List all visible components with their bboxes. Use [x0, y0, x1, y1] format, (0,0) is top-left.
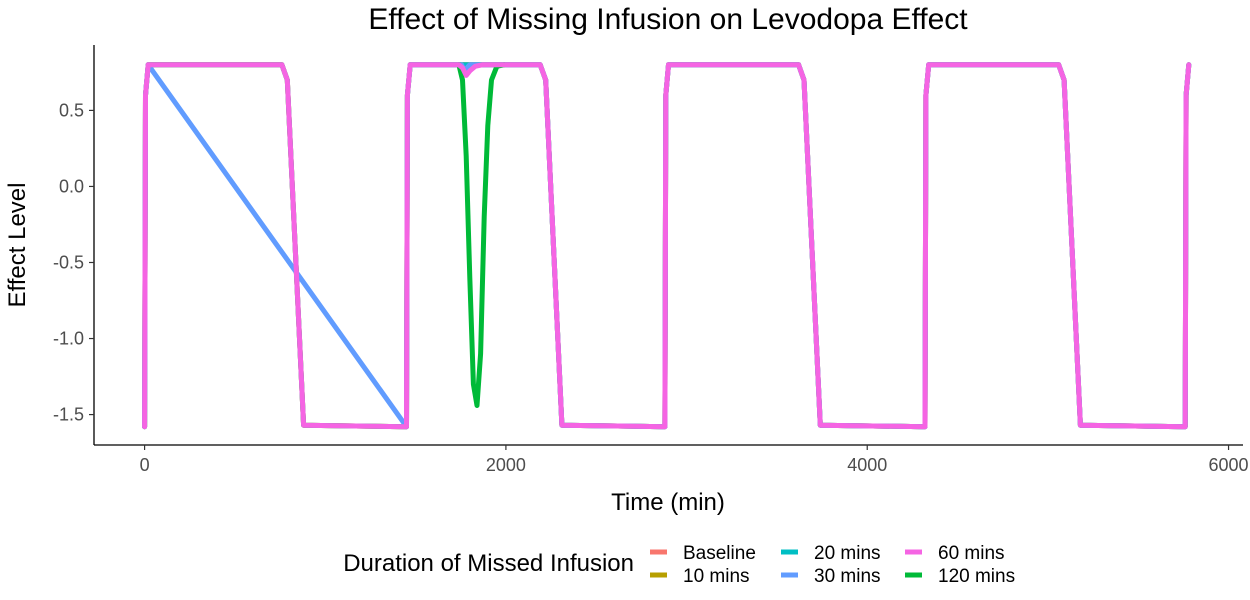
- x-tick-label: 6000: [1209, 455, 1249, 475]
- y-tick-label: 0.5: [59, 100, 84, 120]
- series-line-60-mins: [142, 62, 1192, 430]
- y-axis-title: Effect Level: [4, 183, 31, 308]
- x-ticks: 0 2000 4000 6000: [140, 445, 1249, 475]
- legend-label: 20 mins: [814, 543, 881, 564]
- legend-title: Duration of Missed Infusion: [343, 550, 634, 577]
- legend-label: 60 mins: [938, 543, 1005, 564]
- y-tick-label: -0.5: [53, 252, 84, 272]
- x-tick-label: 0: [140, 455, 150, 475]
- legend-label: 120 mins: [938, 566, 1015, 587]
- x-tick-label: 4000: [847, 455, 887, 475]
- y-tick-label: -1.5: [53, 405, 84, 425]
- legend-label: 10 mins: [683, 566, 750, 587]
- y-tick-label: -1.0: [53, 329, 84, 349]
- legend-label: Baseline: [683, 543, 756, 564]
- chart-title: Effect of Missing Infusion on Levodopa E…: [368, 3, 968, 36]
- series-line-120-mins: [456, 62, 507, 408]
- legend-label: 30 mins: [814, 566, 881, 587]
- plot-area: 0 2000 4000 6000 0.5 0.0 -0.5 -1.0 -1.5: [53, 45, 1249, 475]
- y-tick-label: 0.0: [59, 176, 84, 196]
- x-axis-title: Time (min): [611, 489, 725, 516]
- x-tick-label: 2000: [486, 455, 526, 475]
- series-layer: [142, 62, 1192, 430]
- y-ticks: 0.5 0.0 -0.5 -1.0 -1.5: [53, 100, 94, 425]
